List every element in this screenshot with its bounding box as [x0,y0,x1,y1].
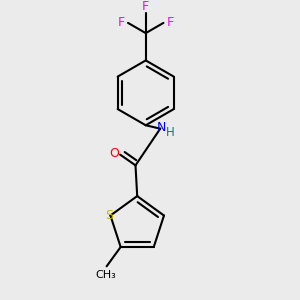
Text: F: F [118,16,125,28]
Text: F: F [142,0,149,13]
Text: H: H [166,126,175,140]
Text: F: F [167,16,174,28]
Text: O: O [109,147,119,160]
Text: N: N [156,121,166,134]
Text: S: S [105,209,113,222]
Text: CH₃: CH₃ [95,270,116,280]
